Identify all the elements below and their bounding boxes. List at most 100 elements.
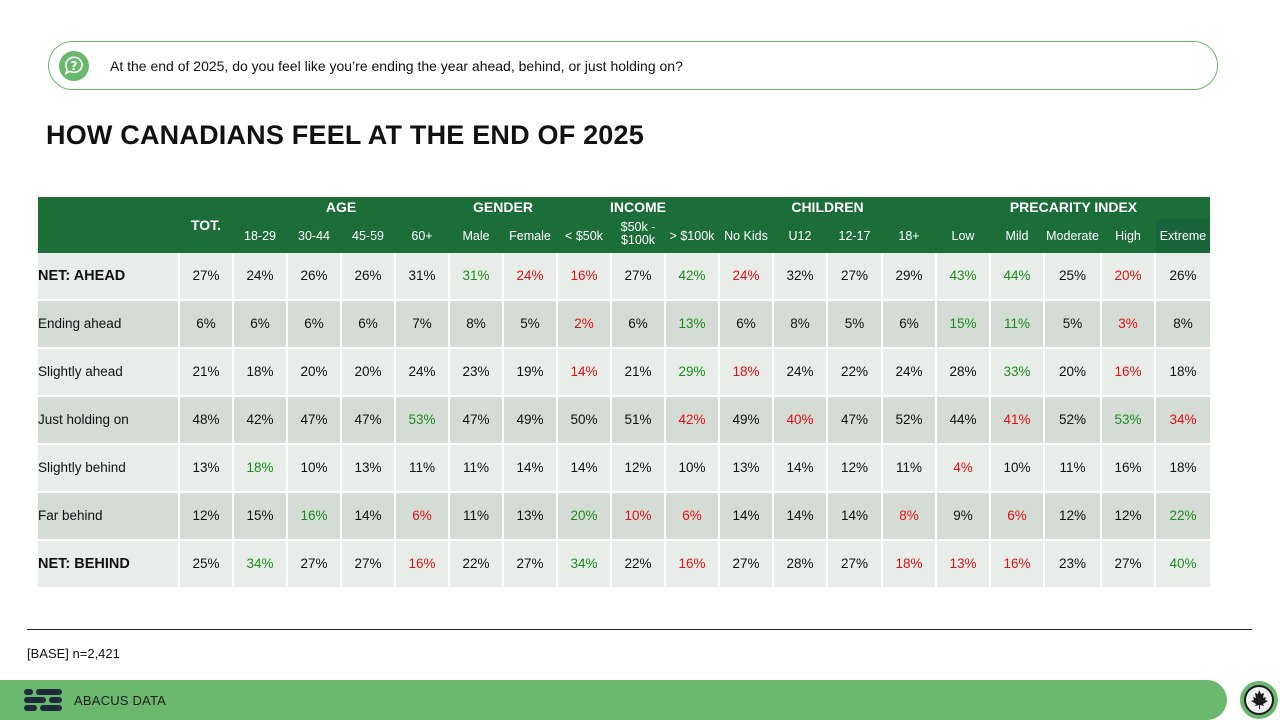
table-cell: 48% bbox=[180, 397, 232, 443]
table-cell: 49% bbox=[504, 397, 556, 443]
table-cell: 4% bbox=[937, 445, 989, 491]
column-header: 60+ bbox=[411, 229, 433, 243]
column-header: > $100k bbox=[669, 229, 715, 243]
table-cell: 51% bbox=[612, 397, 664, 443]
table-cell: 52% bbox=[1045, 397, 1100, 443]
table-cell: 6% bbox=[612, 301, 664, 347]
table-cell: 23% bbox=[450, 349, 502, 395]
table-cell: 6% bbox=[883, 301, 935, 347]
table-cell: 27% bbox=[504, 541, 556, 587]
question-box: ? At the end of 2025, do you feel like y… bbox=[48, 41, 1218, 90]
table-cell: 29% bbox=[666, 349, 718, 395]
table-cell: 22% bbox=[828, 349, 881, 395]
table-cell: 20% bbox=[288, 349, 340, 395]
table-cell: 16% bbox=[1102, 349, 1154, 395]
row-label: Slightly ahead bbox=[38, 349, 178, 395]
table-cell: 27% bbox=[720, 541, 772, 587]
table-cell: 12% bbox=[180, 493, 232, 539]
table-cell: 15% bbox=[234, 493, 286, 539]
table-cell: 15% bbox=[937, 301, 989, 347]
table-cell: 27% bbox=[288, 541, 340, 587]
table-cell: 20% bbox=[342, 349, 394, 395]
table-cell: 23% bbox=[1045, 541, 1100, 587]
table-cell: 20% bbox=[558, 493, 610, 539]
table-cell: 3% bbox=[1102, 301, 1154, 347]
table-cell: 6% bbox=[234, 301, 286, 347]
table-cell: 11% bbox=[991, 301, 1043, 347]
table-cell: 34% bbox=[1156, 397, 1210, 443]
maple-leaf-icon bbox=[1240, 681, 1278, 719]
table-cell: 44% bbox=[937, 397, 989, 443]
table-cell: 20% bbox=[1102, 253, 1154, 299]
table-cell: 33% bbox=[991, 349, 1043, 395]
table-cell: 29% bbox=[883, 253, 935, 299]
table-cell: 34% bbox=[234, 541, 286, 587]
table-cell: 10% bbox=[612, 493, 664, 539]
table-cell: 5% bbox=[504, 301, 556, 347]
table-cell: 11% bbox=[450, 445, 502, 491]
table-header bbox=[38, 197, 1210, 253]
table-cell: 16% bbox=[558, 253, 610, 299]
table-cell: 6% bbox=[720, 301, 772, 347]
table-cell: 7% bbox=[396, 301, 448, 347]
page-title: HOW CANADIANS FEEL AT THE END OF 2025 bbox=[46, 120, 644, 150]
group-header: CHILDREN bbox=[791, 199, 864, 215]
table-cell: 42% bbox=[234, 397, 286, 443]
table-cell: 6% bbox=[991, 493, 1043, 539]
table-cell: 13% bbox=[720, 445, 772, 491]
table-cell: 11% bbox=[883, 445, 935, 491]
table-cell: 6% bbox=[666, 493, 718, 539]
table-cell: 18% bbox=[720, 349, 772, 395]
table-cell: 24% bbox=[504, 253, 556, 299]
table-cell: 21% bbox=[612, 349, 664, 395]
table-cell: 27% bbox=[342, 541, 394, 587]
table-cell: 6% bbox=[342, 301, 394, 347]
row-label: NET: BEHIND bbox=[38, 541, 178, 587]
group-header: INCOME bbox=[610, 199, 666, 215]
table-cell: 16% bbox=[288, 493, 340, 539]
base-note: [BASE] n=2,421 bbox=[27, 646, 120, 661]
row-label: Just holding on bbox=[38, 397, 178, 443]
table-cell: 52% bbox=[883, 397, 935, 443]
table-cell: 34% bbox=[558, 541, 610, 587]
table-cell: 27% bbox=[612, 253, 664, 299]
table-cell: 32% bbox=[774, 253, 826, 299]
table-cell: 13% bbox=[937, 541, 989, 587]
footer-bar bbox=[0, 680, 1227, 720]
table-cell: 14% bbox=[720, 493, 772, 539]
table-cell: 12% bbox=[1045, 493, 1100, 539]
table-cell: 12% bbox=[828, 445, 881, 491]
table-cell: 40% bbox=[774, 397, 826, 443]
table-cell: 16% bbox=[666, 541, 718, 587]
table-cell: 24% bbox=[883, 349, 935, 395]
table-cell: 11% bbox=[1045, 445, 1100, 491]
table-cell: 8% bbox=[774, 301, 826, 347]
column-header: High bbox=[1115, 229, 1141, 243]
table-cell: 18% bbox=[234, 349, 286, 395]
group-header: AGE bbox=[325, 199, 357, 215]
table-cell: 41% bbox=[991, 397, 1043, 443]
table-cell: 27% bbox=[828, 253, 881, 299]
column-header: Low bbox=[951, 229, 975, 243]
table-cell: 21% bbox=[180, 349, 232, 395]
table-cell: 6% bbox=[288, 301, 340, 347]
column-header: Mild bbox=[1005, 229, 1029, 243]
table-cell: 26% bbox=[288, 253, 340, 299]
row-label: Ending ahead bbox=[38, 301, 178, 347]
table-cell: 53% bbox=[1102, 397, 1154, 443]
table-cell: 47% bbox=[450, 397, 502, 443]
table-cell: 47% bbox=[342, 397, 394, 443]
table-cell: 5% bbox=[828, 301, 881, 347]
svg-text:?: ? bbox=[71, 59, 78, 73]
table-cell: 14% bbox=[504, 445, 556, 491]
table-cell: 6% bbox=[396, 493, 448, 539]
column-header: 30-44 bbox=[298, 229, 330, 243]
table-cell: 5% bbox=[1045, 301, 1100, 347]
table-cell: 11% bbox=[450, 493, 502, 539]
table-cell: 22% bbox=[450, 541, 502, 587]
column-header: < $50k bbox=[565, 229, 603, 243]
table-cell: 13% bbox=[666, 301, 718, 347]
table-cell: 18% bbox=[234, 445, 286, 491]
table-cell: 44% bbox=[991, 253, 1043, 299]
column-header: Male bbox=[462, 229, 490, 243]
